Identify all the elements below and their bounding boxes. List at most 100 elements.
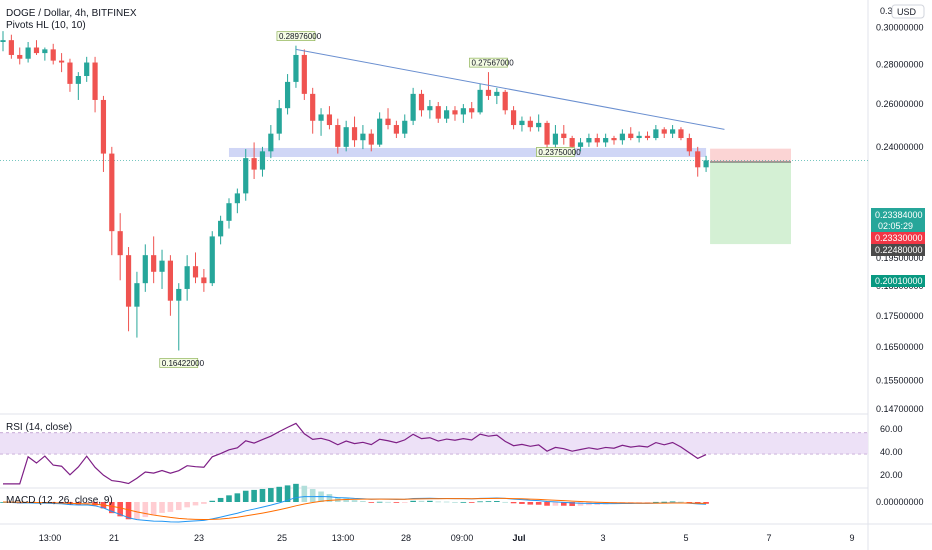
macd-histogram-bar — [401, 502, 408, 503]
time-tick: 21 — [109, 533, 119, 543]
macd-pane[interactable]: MACD (12, 26, close, 9) 0.00000000 — [0, 483, 924, 523]
candle-body — [502, 91, 508, 111]
rsi-pane[interactable]: RSI (14, close) 60.00 40.00 20.00 — [0, 422, 903, 485]
candle-body — [661, 129, 667, 134]
candle-body — [494, 91, 500, 96]
candle-body — [619, 133, 625, 141]
macd-label[interactable]: MACD (12, 26, close, 9) — [6, 495, 113, 506]
pivot-labels: 0.28976000 0.27567000 0.23750000 0.16422000 — [159, 31, 581, 368]
candle-body — [418, 93, 425, 111]
candle-body — [192, 266, 199, 278]
macd-line — [2, 496, 707, 523]
macd-histogram-bar — [242, 490, 249, 502]
price-axis[interactable]: 0.31 USD 0.360000000.340000000.320000000… — [876, 0, 925, 414]
candle-body — [351, 127, 358, 141]
candle-body — [201, 277, 207, 284]
candle-body — [536, 122, 542, 128]
macd-histogram-bar — [519, 502, 525, 504]
candle-body — [184, 266, 190, 289]
price-tick: 0.26000000 — [876, 99, 924, 109]
candle-body — [703, 160, 709, 168]
candle-body — [310, 93, 316, 121]
time-tick: 09:00 — [451, 533, 474, 543]
signal-line — [2, 497, 707, 521]
pivot-label-bg — [159, 358, 199, 368]
candle-body — [485, 89, 492, 96]
current-price-tag: 0.23384000 02:05:29 — [871, 208, 925, 232]
candle-body — [284, 81, 291, 109]
candle-body — [603, 138, 609, 143]
time-tick: 13:00 — [39, 533, 62, 543]
price-pane[interactable]: 0.28976000 0.27567000 0.23750000 0.16422000 — [0, 31, 868, 368]
currency-button[interactable]: USD — [897, 7, 917, 17]
time-axis[interactable]: 13:00 21 23 25 13:00 28 09:00 Jul 3 5 7 9 — [39, 533, 855, 543]
candle-body — [8, 40, 14, 55]
macd-histogram-bar — [184, 502, 190, 508]
take-profit-zone[interactable] — [710, 162, 791, 245]
macd-histogram-bar — [485, 501, 492, 503]
macd-histogram-bar — [134, 502, 140, 520]
time-tick: 23 — [194, 533, 204, 543]
candle-body — [109, 153, 115, 232]
price-tick: 0.19500000 — [876, 253, 924, 263]
candle-body — [75, 76, 81, 84]
candle-body — [636, 135, 642, 139]
candle-body — [326, 114, 333, 126]
price-axis-ticks: 0.360000000.340000000.320000000.30000000… — [876, 23, 924, 414]
rsi-band — [0, 432, 868, 455]
candle-body — [527, 120, 533, 128]
macd-histogram-bar — [393, 502, 400, 503]
candle-body — [477, 89, 483, 113]
candle-body — [134, 283, 140, 307]
macd-histogram-bar — [125, 502, 132, 520]
pivot-label: 0.27567000 — [471, 58, 514, 67]
pivot-label-bg — [469, 57, 508, 68]
support-zone[interactable] — [228, 147, 707, 157]
candle-body — [268, 133, 274, 152]
pivot-label: 0.16422000 — [162, 359, 205, 368]
currency-button-bg[interactable] — [891, 4, 925, 19]
macd-histogram-bar — [443, 501, 450, 503]
target-price: 0.20010000 — [875, 276, 923, 286]
macd-histogram-bar — [686, 502, 693, 503]
candle-body — [67, 62, 73, 84]
price-tick: 0.16500000 — [876, 342, 924, 352]
candle-body — [243, 158, 249, 194]
stop-loss-zone[interactable] — [710, 148, 791, 163]
macd-histogram-bar — [142, 502, 149, 518]
price-tick: 0.15500000 — [876, 376, 924, 386]
macd-histogram-bar — [259, 488, 266, 502]
candle-body — [670, 129, 676, 134]
macd-histogram-bar — [494, 501, 500, 502]
candle-body — [293, 54, 299, 82]
candle-body — [435, 106, 441, 119]
macd-histogram-bar — [284, 485, 291, 502]
macd-histogram-bar — [92, 502, 98, 506]
time-tick: 28 — [401, 533, 411, 543]
candle-body — [84, 62, 90, 77]
candle-body — [427, 106, 433, 111]
macd-histogram-bar — [527, 502, 534, 505]
symbol-title[interactable]: DOGE / Dollar, 4h, BITFINEX — [6, 8, 137, 19]
rsi-label[interactable]: RSI (14, close) — [6, 422, 72, 433]
candle-body — [100, 99, 107, 154]
stop-price: 0.22480000 — [875, 245, 923, 255]
macd-histogram-bar — [293, 483, 299, 502]
macd-histogram-bar — [368, 502, 375, 503]
pivots-indicator-label[interactable]: Pivots HL (10, 10) — [6, 20, 86, 31]
candle-body — [335, 125, 341, 147]
trendline[interactable] — [295, 48, 725, 130]
macd-histogram-bar — [661, 501, 668, 503]
stop-price-tag: 0.22480000 — [871, 244, 925, 256]
candle-body — [343, 127, 349, 147]
candle-body — [151, 255, 157, 272]
macd-histogram-bar — [502, 501, 508, 503]
macd-histogram-bar — [192, 502, 199, 506]
candle-body — [586, 138, 592, 143]
macd-histogram-bar — [234, 493, 241, 502]
candles — [0, 31, 709, 351]
candle-body — [678, 129, 684, 139]
macd-histogram-bar — [560, 502, 567, 506]
